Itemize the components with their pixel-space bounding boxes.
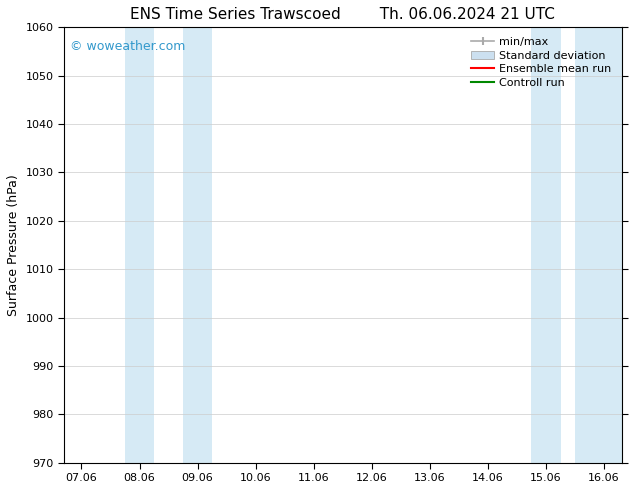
Y-axis label: Surface Pressure (hPa): Surface Pressure (hPa) (7, 174, 20, 316)
Bar (125, 27, 154, 463)
Bar (531, 27, 560, 463)
Bar (604, 27, 633, 463)
Legend: min/max, Standard deviation, Ensemble mean run, Controll run: min/max, Standard deviation, Ensemble me… (467, 33, 616, 92)
Bar (575, 27, 604, 463)
Bar (183, 27, 212, 463)
Title: ENS Time Series Trawscoed        Th. 06.06.2024 21 UTC: ENS Time Series Trawscoed Th. 06.06.2024… (131, 7, 555, 22)
Text: © woweather.com: © woweather.com (70, 40, 185, 53)
